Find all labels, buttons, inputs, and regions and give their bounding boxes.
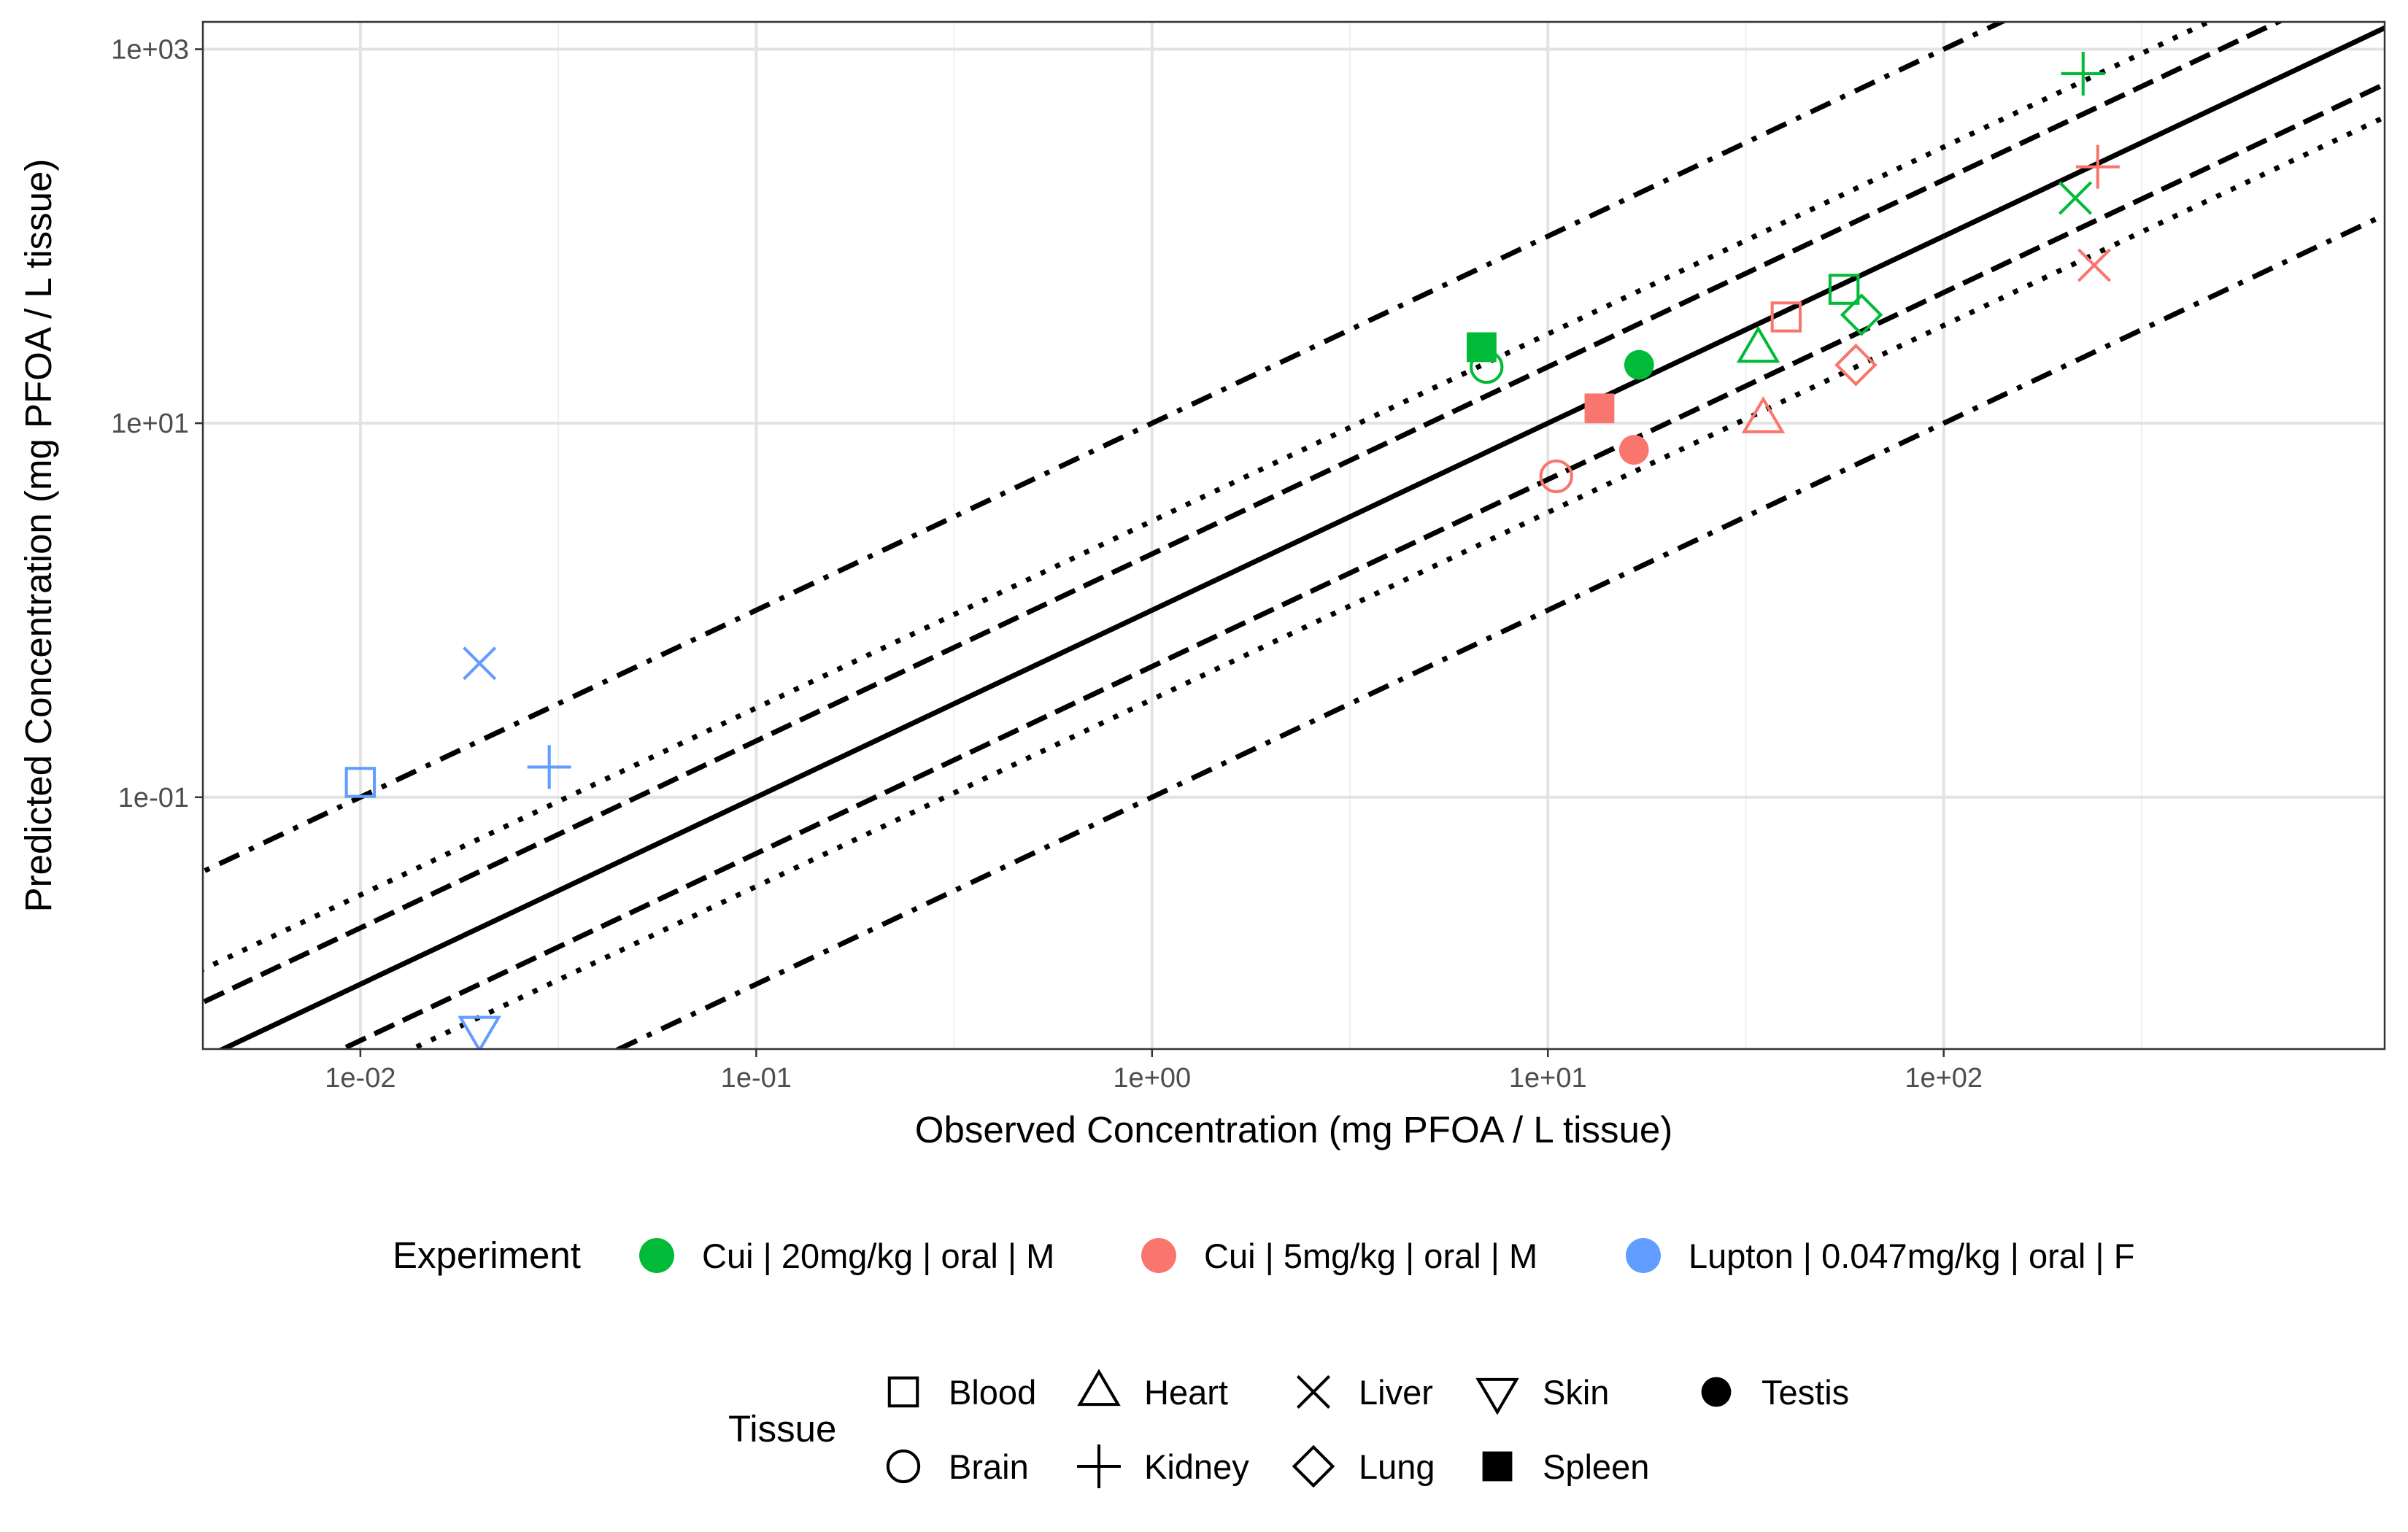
reference-line-dashed — [336, 81, 2385, 1049]
data-point-cui5-spleen — [1584, 393, 1615, 424]
data-point-cui5-heart — [1741, 396, 1786, 433]
y-tick-label: 1e-01 — [118, 783, 189, 813]
legend-key-liver — [1296, 1374, 1331, 1409]
reference-lines — [203, 22, 2385, 1049]
data-point-cui20-brain — [1470, 349, 1504, 384]
legend-key-lupton — [1626, 1238, 1661, 1273]
reference-line-dotdash — [613, 212, 2385, 1049]
x-tick-label: 1e+02 — [1905, 1063, 1983, 1094]
data-point-lupton-kidney — [527, 745, 571, 789]
x-axis: 1e-02 1e-01 1e+00 1e+01 1e+02 — [325, 1049, 1983, 1094]
legend-label-lupton: Lupton | 0.047mg/kg | oral | F — [1689, 1237, 2134, 1275]
y-tick-label: 1e+03 — [111, 34, 189, 65]
legend-experiment: Experiment Cui | 20mg/kg | oral | M Cui |… — [393, 1234, 2134, 1276]
y-axis-title: Predicted Concentration (mg PFOA / L tis… — [18, 159, 59, 913]
legend-label-blood: Blood — [949, 1373, 1036, 1412]
legend-label-cui20: Cui | 20mg/kg | oral | M — [702, 1237, 1054, 1275]
legend-key-blood — [887, 1376, 919, 1408]
reference-line-dashed — [203, 22, 2285, 1005]
gridlines — [203, 22, 2385, 1049]
legend-label-cui5: Cui | 5mg/kg | oral | M — [1204, 1237, 1537, 1275]
legend-label-liver: Liver — [1359, 1373, 1433, 1412]
legend-label-heart: Heart — [1144, 1373, 1228, 1412]
y-axis: 1e-01 1e+01 1e+03 — [111, 34, 203, 813]
data-point-cui5-brain — [1539, 459, 1573, 494]
x-tick-label: 1e+00 — [1113, 1063, 1191, 1094]
data-point-cui5-lung — [1834, 343, 1878, 387]
data-point-cui20-spleen — [1467, 332, 1497, 363]
legend-key-brain — [886, 1449, 921, 1484]
data-point-cui20-lung — [1840, 293, 1883, 336]
reference-line-dotted — [203, 22, 2215, 972]
data-point-lupton-skin — [458, 1015, 501, 1049]
legend-label-brain: Brain — [949, 1447, 1029, 1486]
reference-line-dotdash — [203, 22, 2008, 875]
x-tick-label: 1e-01 — [721, 1063, 792, 1094]
legend-label-testis: Testis — [1761, 1373, 1849, 1412]
x-tick-label: 1e-02 — [325, 1063, 395, 1094]
legend-key-testis — [1701, 1377, 1732, 1407]
data-point-cui5-testis — [1618, 435, 1649, 465]
legend-label-spleen: Spleen — [1543, 1447, 1649, 1486]
y-tick-label: 1e+01 — [111, 409, 189, 439]
data-point-cui20-heart — [1736, 325, 1780, 363]
legend-key-kidney — [1077, 1444, 1121, 1488]
data-point-cui20-liver — [2058, 181, 2093, 215]
data-point-cui5-blood — [1770, 301, 1802, 333]
reference-line-solid — [217, 25, 2385, 1049]
legend-tissue-title: Tissue — [728, 1408, 836, 1450]
panel-border — [201, 20, 2386, 1051]
legend-label-kidney: Kidney — [1144, 1447, 1249, 1486]
legend-key-spleen — [1482, 1451, 1513, 1482]
data-point-cui20-testis — [1624, 349, 1654, 380]
legend-experiment-title: Experiment — [393, 1234, 581, 1276]
data-point-cui5-kidney — [2075, 144, 2120, 189]
data-point-cui20-blood — [1828, 274, 1860, 305]
data-point-cui20-kidney — [2061, 51, 2105, 96]
data-point-cui5-liver — [2077, 248, 2112, 282]
legend-key-skin — [1475, 1377, 1519, 1415]
x-axis-title: Observed Concentration (mg PFOA / L tiss… — [915, 1109, 1672, 1150]
legend-label-lung: Lung — [1359, 1447, 1435, 1486]
data-points — [344, 51, 2120, 1049]
data-point-lupton-liver — [463, 646, 497, 681]
legend-key-cui20 — [639, 1238, 674, 1273]
data-point-lupton-blood — [344, 767, 377, 798]
legend-key-cui5 — [1141, 1238, 1176, 1273]
legend-key-heart — [1077, 1369, 1121, 1407]
x-tick-label: 1e+01 — [1509, 1063, 1587, 1094]
legend-key-lung — [1292, 1444, 1335, 1488]
legend-tissue: Tissue Blood Brain Heart Kidney Liver Lung Ski… — [728, 1369, 1849, 1488]
legend-label-skin: Skin — [1543, 1373, 1609, 1412]
